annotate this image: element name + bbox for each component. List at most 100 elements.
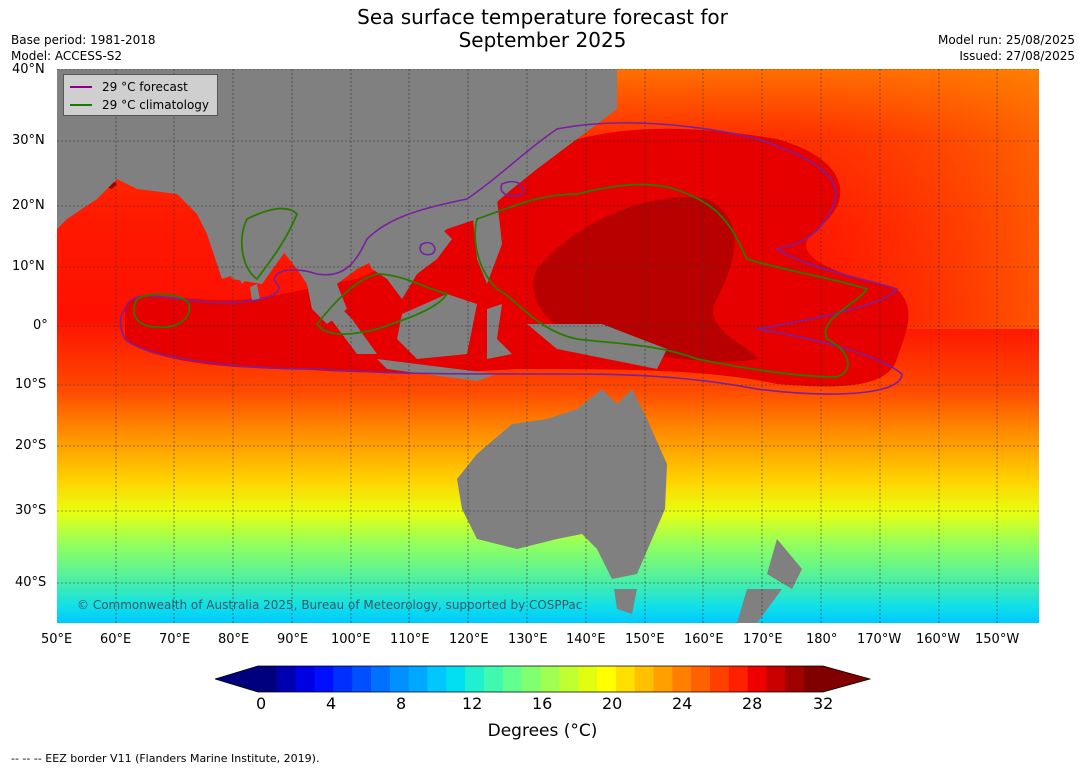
new-zealand-north — [767, 539, 802, 589]
colorbar-tick: 32 — [813, 694, 834, 713]
colorbar-swatch — [408, 666, 428, 692]
lat-tick: 20°S — [15, 438, 47, 453]
new-zealand-south — [737, 589, 782, 623]
legend-climatology: 29 °C climatology — [70, 97, 209, 113]
lon-tick: 100°E — [331, 632, 371, 647]
colorbar-swatch — [484, 666, 504, 692]
colorbar-swatch — [747, 666, 767, 692]
legend-forecast: 29 °C forecast — [70, 79, 188, 95]
colorbar-swatch — [295, 666, 315, 692]
colorbar-swatch — [465, 666, 485, 692]
colorbar-swatch — [804, 666, 824, 692]
issued-date: Issued: 27/08/2025 — [959, 49, 1075, 63]
model-run: Model run: 25/08/2025 — [937, 33, 1075, 47]
eez-footnote: -- -- -- EEZ border V11 (Flanders Marine… — [11, 752, 320, 765]
forecast-29c-contour — [119, 122, 903, 395]
colorbar-swatch — [276, 666, 297, 692]
colorbar-swatch — [728, 666, 749, 692]
colorbar-swatch — [352, 666, 372, 692]
colorbar-outline — [215, 665, 871, 693]
legend-climatology-label: 29 °C climatology — [102, 98, 210, 112]
contour-legend: 29 °C forecast 29 °C climatology — [63, 74, 218, 116]
base-period: Base period: 1981-2018 — [11, 33, 156, 47]
colorbar-swatch — [559, 666, 579, 692]
colorbar-swatch — [540, 666, 560, 692]
colorbar-swatch — [502, 666, 523, 692]
colorbar-swatch — [653, 666, 673, 692]
colorbar-swatch — [597, 666, 617, 692]
sri-lanka — [250, 284, 260, 301]
sumatra — [322, 289, 377, 354]
java-chain — [377, 359, 497, 381]
colorbar-swatch — [521, 666, 541, 692]
colorbar-tick: 16 — [532, 694, 553, 713]
lon-tick: 90°E — [277, 632, 309, 647]
colorbar-tick: 8 — [396, 694, 407, 713]
tasmania — [614, 589, 637, 614]
climatology-29c-contour — [133, 183, 869, 378]
colorbar-swatch — [710, 666, 730, 692]
lon-tick: 170°E — [743, 632, 783, 647]
lon-tick: 150°E — [625, 632, 665, 647]
colorbar-swatch — [672, 666, 692, 692]
hot-core — [533, 197, 757, 362]
colorbar-swatch — [258, 666, 278, 692]
climatology-line-swatch — [70, 104, 92, 106]
lon-tick: 170°W — [857, 632, 902, 647]
colorbar — [215, 665, 871, 693]
lon-tick: 60°E — [100, 632, 132, 647]
colorbar-swatch — [389, 666, 410, 692]
colorbar-tick: 12 — [462, 694, 483, 713]
japan — [557, 81, 609, 149]
model-name: Model: ACCESS-S2 — [11, 49, 123, 63]
colorbar-swatch — [615, 666, 636, 692]
sulawesi-region — [487, 304, 512, 359]
colorbar-swatch — [427, 666, 447, 692]
asia-mainland — [57, 69, 617, 324]
colorbar-tick: 24 — [672, 694, 693, 713]
lon-tick: 140°E — [566, 632, 606, 647]
colorbar-swatch — [634, 666, 654, 692]
lat-tick: 0° — [33, 318, 48, 333]
lat-tick: 10°S — [15, 377, 47, 392]
australia — [457, 389, 667, 579]
colorbar-tick: 4 — [326, 694, 337, 713]
graticule — [57, 69, 1039, 623]
lat-tick: 40°N — [12, 62, 45, 77]
colorbar-label: Degrees (°C) — [487, 721, 598, 741]
lat-tick: 30°S — [15, 503, 47, 518]
lon-tick: 110°E — [390, 632, 430, 647]
lon-tick: 160°W — [916, 632, 961, 647]
lon-tick: 50°E — [41, 632, 73, 647]
colorbar-tick: 28 — [742, 694, 763, 713]
borneo — [397, 294, 477, 359]
legend-forecast-label: 29 °C forecast — [102, 80, 188, 94]
copyright-notice: © Commonwealth of Australia 2025, Bureau… — [77, 598, 582, 612]
lon-tick: 160°E — [684, 632, 724, 647]
colorbar-swatch — [766, 666, 786, 692]
colorbar-tick: 0 — [256, 694, 267, 713]
lat-tick: 30°N — [12, 133, 45, 148]
colorbar-swatch — [446, 666, 466, 692]
colorbar-swatch — [785, 666, 805, 692]
lon-tick: 150°W — [975, 632, 1020, 647]
colorbar-swatch — [371, 666, 391, 692]
colorbar-swatch — [314, 666, 334, 692]
lon-tick: 80°E — [218, 632, 250, 647]
colorbar-over-arrow — [823, 666, 870, 692]
lon-tick: 130°E — [508, 632, 548, 647]
lon-tick: 120°E — [449, 632, 489, 647]
forecast-line-swatch — [70, 86, 92, 88]
lat-tick: 10°N — [12, 259, 45, 274]
sst-map: © Commonwealth of Australia 2025, Bureau… — [57, 69, 1039, 623]
colorbar-tick: 20 — [602, 694, 623, 713]
colorbar-swatch — [333, 666, 353, 692]
lat-tick: 20°N — [12, 198, 45, 213]
indochina — [357, 219, 452, 299]
colorbar-under-arrow — [215, 666, 258, 692]
colorbar-swatch — [691, 666, 711, 692]
title-line-2: September 2025 — [458, 28, 627, 52]
lon-tick: 180° — [806, 632, 838, 647]
colorbar-swatch — [578, 666, 598, 692]
lat-tick: 40°S — [15, 575, 47, 590]
